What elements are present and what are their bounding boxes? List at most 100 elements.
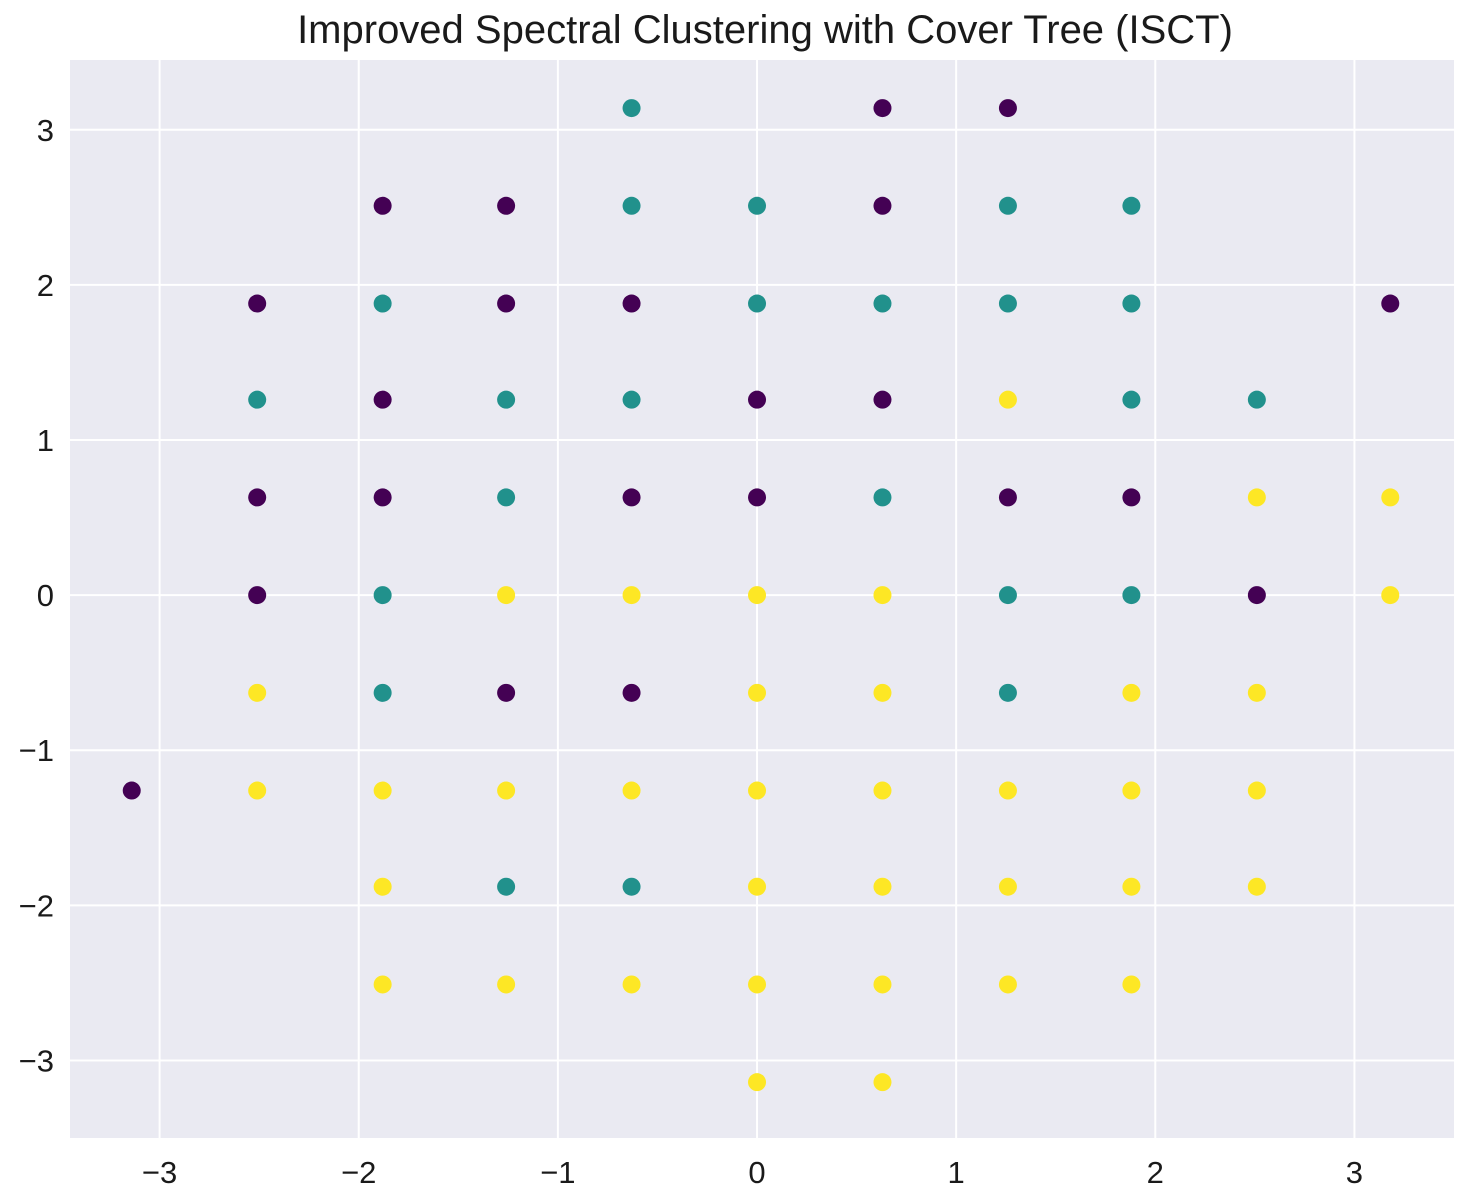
data-point (622, 294, 641, 313)
data-point (373, 975, 392, 994)
data-point (1381, 294, 1400, 313)
data-point (998, 975, 1017, 994)
x-tick-label: 2 (1147, 1155, 1164, 1190)
data-point (622, 683, 641, 702)
data-point (873, 683, 892, 702)
data-point (497, 196, 516, 215)
data-point (622, 196, 641, 215)
data-point (1122, 877, 1141, 896)
y-tick-label: −1 (19, 733, 54, 768)
data-point (497, 586, 516, 605)
data-point (622, 975, 641, 994)
data-point (873, 781, 892, 800)
data-point (873, 877, 892, 896)
data-point (873, 586, 892, 605)
data-point (1247, 781, 1266, 800)
data-point (122, 781, 141, 800)
data-point (873, 1073, 892, 1092)
data-point (873, 390, 892, 409)
y-tick-label: 2 (37, 268, 54, 303)
data-point (748, 390, 767, 409)
data-point (373, 294, 392, 313)
x-tick-label: 1 (948, 1155, 965, 1190)
data-point (622, 586, 641, 605)
data-point (373, 390, 392, 409)
data-point (373, 488, 392, 507)
data-point (1122, 294, 1141, 313)
data-point (373, 196, 392, 215)
data-point (998, 683, 1017, 702)
data-point (998, 586, 1017, 605)
data-point (373, 683, 392, 702)
chart-title: Improved Spectral Clustering with Cover … (297, 8, 1233, 52)
data-point (497, 781, 516, 800)
data-point (1122, 586, 1141, 605)
data-points (122, 99, 1400, 1092)
data-point (497, 975, 516, 994)
x-tick-label: −1 (540, 1155, 575, 1190)
x-tick-label: 3 (1346, 1155, 1363, 1190)
y-axis-ticks: −3 −2 −1 0 1 2 3 (19, 113, 54, 1079)
data-point (748, 877, 767, 896)
data-point (622, 99, 641, 118)
data-point (873, 294, 892, 313)
data-point (748, 683, 767, 702)
data-point (998, 488, 1017, 507)
data-point (1122, 196, 1141, 215)
data-point (373, 586, 392, 605)
data-point (497, 390, 516, 409)
data-point (1247, 586, 1266, 605)
data-point (873, 196, 892, 215)
data-point (1122, 390, 1141, 409)
data-point (748, 781, 767, 800)
data-point (1122, 975, 1141, 994)
data-point (1122, 781, 1141, 800)
data-point (748, 586, 767, 605)
data-point (622, 877, 641, 896)
data-point (497, 488, 516, 507)
data-point (998, 196, 1017, 215)
data-point (1381, 586, 1400, 605)
y-tick-label: −3 (19, 1043, 54, 1078)
data-point (1247, 683, 1266, 702)
data-point (1247, 390, 1266, 409)
data-point (748, 1073, 767, 1092)
data-point (998, 781, 1017, 800)
data-point (748, 488, 767, 507)
data-point (748, 294, 767, 313)
data-point (622, 390, 641, 409)
data-point (622, 781, 641, 800)
data-point (248, 586, 267, 605)
data-point (873, 975, 892, 994)
y-tick-label: 0 (37, 578, 54, 613)
data-point (748, 196, 767, 215)
data-point (1247, 488, 1266, 507)
data-point (1247, 877, 1266, 896)
data-point (373, 877, 392, 896)
data-point (998, 877, 1017, 896)
y-tick-label: −2 (19, 888, 54, 923)
data-point (497, 294, 516, 313)
x-axis-ticks: −3 −2 −1 0 1 2 3 (142, 1155, 1363, 1190)
data-point (873, 488, 892, 507)
x-tick-label: −2 (341, 1155, 376, 1190)
data-point (873, 99, 892, 118)
data-point (622, 488, 641, 507)
x-tick-label: 0 (748, 1155, 765, 1190)
y-tick-label: 3 (37, 113, 54, 148)
data-point (373, 781, 392, 800)
data-point (1122, 683, 1141, 702)
data-point (1381, 488, 1400, 507)
data-point (998, 390, 1017, 409)
data-point (748, 975, 767, 994)
data-point (248, 488, 267, 507)
data-point (998, 294, 1017, 313)
y-tick-label: 1 (37, 423, 54, 458)
data-point (497, 877, 516, 896)
data-point (998, 99, 1017, 118)
data-point (497, 683, 516, 702)
data-point (248, 683, 267, 702)
data-point (248, 781, 267, 800)
data-point (1122, 488, 1141, 507)
